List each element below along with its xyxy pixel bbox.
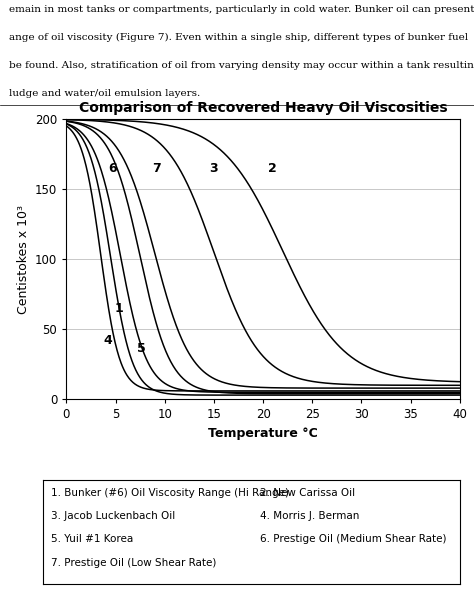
Text: 4: 4 [104, 334, 112, 347]
Text: 6. Prestige Oil (Medium Shear Rate): 6. Prestige Oil (Medium Shear Rate) [260, 535, 446, 545]
Text: 2: 2 [268, 162, 277, 175]
Text: 7. Prestige Oil (Low Shear Rate): 7. Prestige Oil (Low Shear Rate) [51, 558, 216, 567]
Text: 3: 3 [209, 162, 218, 175]
Text: 6: 6 [109, 162, 117, 175]
Text: 2. New Carissa Oil: 2. New Carissa Oil [260, 488, 355, 498]
Text: ange of oil viscosity (Figure 7). Even within a single ship, different types of : ange of oil viscosity (Figure 7). Even w… [9, 33, 469, 42]
Y-axis label: Centistokes x 10³: Centistokes x 10³ [17, 205, 29, 313]
Text: 3. Jacob Luckenbach Oil: 3. Jacob Luckenbach Oil [51, 511, 175, 522]
Text: 4. Morris J. Berman: 4. Morris J. Berman [260, 511, 359, 522]
Text: 1: 1 [115, 302, 123, 315]
Text: emain in most tanks or compartments, particularly in cold water. Bunker oil can : emain in most tanks or compartments, par… [9, 5, 474, 14]
Text: 5. Yuil #1 Korea: 5. Yuil #1 Korea [51, 535, 133, 545]
Text: 7: 7 [152, 162, 161, 175]
X-axis label: Temperature °C: Temperature °C [208, 427, 318, 440]
Title: Comparison of Recovered Heavy Oil Viscosities: Comparison of Recovered Heavy Oil Viscos… [79, 101, 447, 115]
Text: 1. Bunker (#6) Oil Viscosity Range (Hi Range): 1. Bunker (#6) Oil Viscosity Range (Hi R… [51, 488, 289, 498]
Text: 5: 5 [137, 342, 146, 355]
Text: be found. Also, stratification of oil from varying density may occur within a ta: be found. Also, stratification of oil fr… [9, 61, 474, 70]
Text: ludge and water/oil emulsion layers.: ludge and water/oil emulsion layers. [9, 89, 201, 98]
